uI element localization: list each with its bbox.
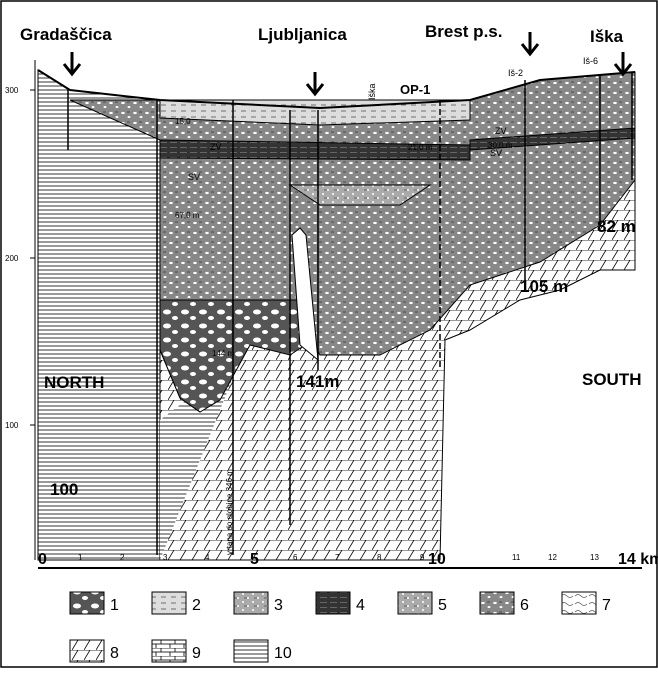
depth: 21,0 m <box>408 143 433 152</box>
x-tick-label: 1 <box>78 553 83 562</box>
x-tick-label: 13 <box>590 553 599 562</box>
legend-swatch <box>234 640 268 662</box>
x-tick-label: 9 <box>420 553 425 562</box>
legend-label: 9 <box>192 645 201 662</box>
label: Iš-2 <box>508 68 523 78</box>
x-tick-label: 6 <box>293 553 298 562</box>
legend-swatch <box>316 592 350 614</box>
site-label: Ljubljanica <box>258 25 347 44</box>
depth: 67,0 m <box>175 211 200 220</box>
label: ZV <box>210 142 222 152</box>
label: Iš-6 <box>583 56 598 66</box>
label: SOUTH <box>582 370 642 389</box>
legend-label: 10 <box>274 645 292 662</box>
x-tick-label: 10 <box>428 551 446 568</box>
site-label: Gradaščica <box>20 25 112 44</box>
label: Iška <box>367 83 377 100</box>
label: OP-1 <box>400 82 430 97</box>
x-tick-label: 3 <box>163 553 168 562</box>
x-tick-label: 11 <box>512 553 521 562</box>
legend: 1 2 3 4 5 6 7 8 9 10 <box>70 592 611 662</box>
legend-label: 3 <box>274 597 283 614</box>
label: ZV <box>495 126 507 136</box>
depth: 30,0 m <box>488 141 513 150</box>
site-label: Iška <box>590 27 624 46</box>
x-tick-label: 5 <box>250 551 259 568</box>
legend-swatch <box>152 640 186 662</box>
x-tick-label: 12 <box>548 553 557 562</box>
legend-label: 6 <box>520 597 529 614</box>
legend-label: 1 <box>110 597 119 614</box>
depth: 105 m <box>520 277 568 296</box>
depth: 15,0 <box>175 117 191 126</box>
depth: 82 m <box>597 217 636 236</box>
x-tick-label: 8 <box>377 553 382 562</box>
legend-swatch <box>562 592 596 614</box>
y-tick-label: 100 <box>5 421 19 430</box>
y-ticks <box>30 90 35 425</box>
legend-swatch <box>398 592 432 614</box>
legend-label: 4 <box>356 597 365 614</box>
legend-swatch <box>152 592 186 614</box>
legend-label: 8 <box>110 645 119 662</box>
label: NORTH <box>44 373 104 392</box>
label: SV <box>188 172 200 182</box>
depth: 141m <box>296 372 339 391</box>
legend-swatch <box>480 592 514 614</box>
borehole-note: vrtana do globine 346 m <box>225 469 234 555</box>
x-tick-label: 14 km <box>618 551 658 568</box>
geological-section: Gradaščica Ljubljanica Brest p.s. Iška I… <box>0 0 658 668</box>
y-tick-label: 200 <box>5 254 19 263</box>
legend-swatch <box>234 592 268 614</box>
x-tick-label: 2 <box>120 553 125 562</box>
legend-label: 7 <box>602 597 611 614</box>
y-tick-label: 300 <box>5 86 19 95</box>
depth: 144 m <box>212 349 235 358</box>
legend-swatch <box>70 592 104 614</box>
legend-label: 5 <box>438 597 447 614</box>
label: 100 <box>50 480 78 499</box>
legend-swatch <box>70 640 104 662</box>
legend-label: 2 <box>192 597 201 614</box>
x-tick-label: 0 <box>38 551 47 568</box>
site-label: Brest p.s. <box>425 22 502 41</box>
x-tick-label: 4 <box>205 553 210 562</box>
x-tick-label: 7 <box>335 553 340 562</box>
